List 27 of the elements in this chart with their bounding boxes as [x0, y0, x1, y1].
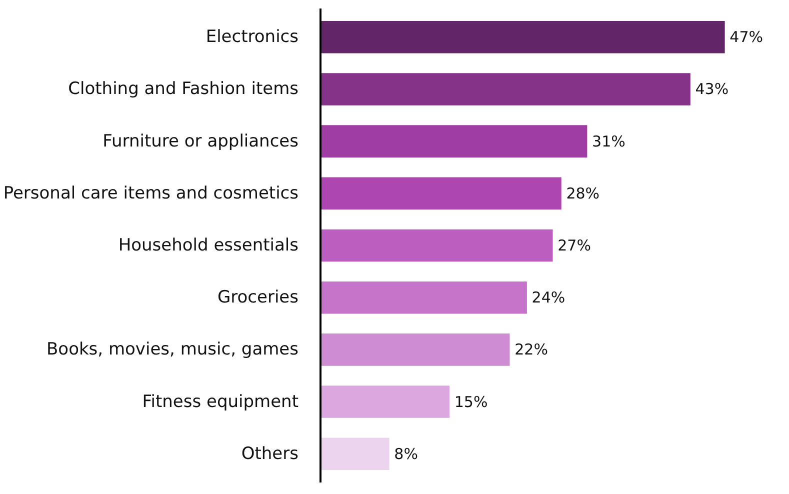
data-label: 27% [558, 236, 591, 254]
y-tick-label: Fitness equipment [142, 392, 299, 412]
data-label: 28% [566, 184, 600, 202]
data-label: 22% [514, 340, 548, 359]
y-tick-label: Furniture or appliances [102, 131, 299, 152]
bar [320, 386, 450, 418]
bar [320, 229, 553, 262]
data-label: 31% [592, 132, 626, 150]
y-tick-label: Electronics [206, 27, 299, 48]
bar [320, 281, 527, 314]
data-label: 15% [454, 392, 488, 411]
bar [320, 73, 690, 106]
y-tick-label: Books, movies, music, games [46, 340, 299, 360]
data-label: 8% [394, 444, 418, 463]
y-tick-label: Others [241, 444, 299, 464]
data-label: 47% [730, 28, 764, 46]
data-label: 24% [532, 288, 566, 307]
data-label: 43% [695, 80, 729, 98]
bar [320, 438, 390, 470]
bar [320, 21, 725, 54]
y-tick-label: Groceries [217, 288, 299, 308]
bar [320, 125, 588, 158]
bar [320, 334, 510, 366]
y-tick-label: Household essentials [118, 236, 299, 256]
bar [320, 177, 562, 210]
y-tick-label: Personal care items and cosmetics [3, 183, 299, 204]
y-tick-label: Clothing and Fashion items [68, 79, 299, 100]
